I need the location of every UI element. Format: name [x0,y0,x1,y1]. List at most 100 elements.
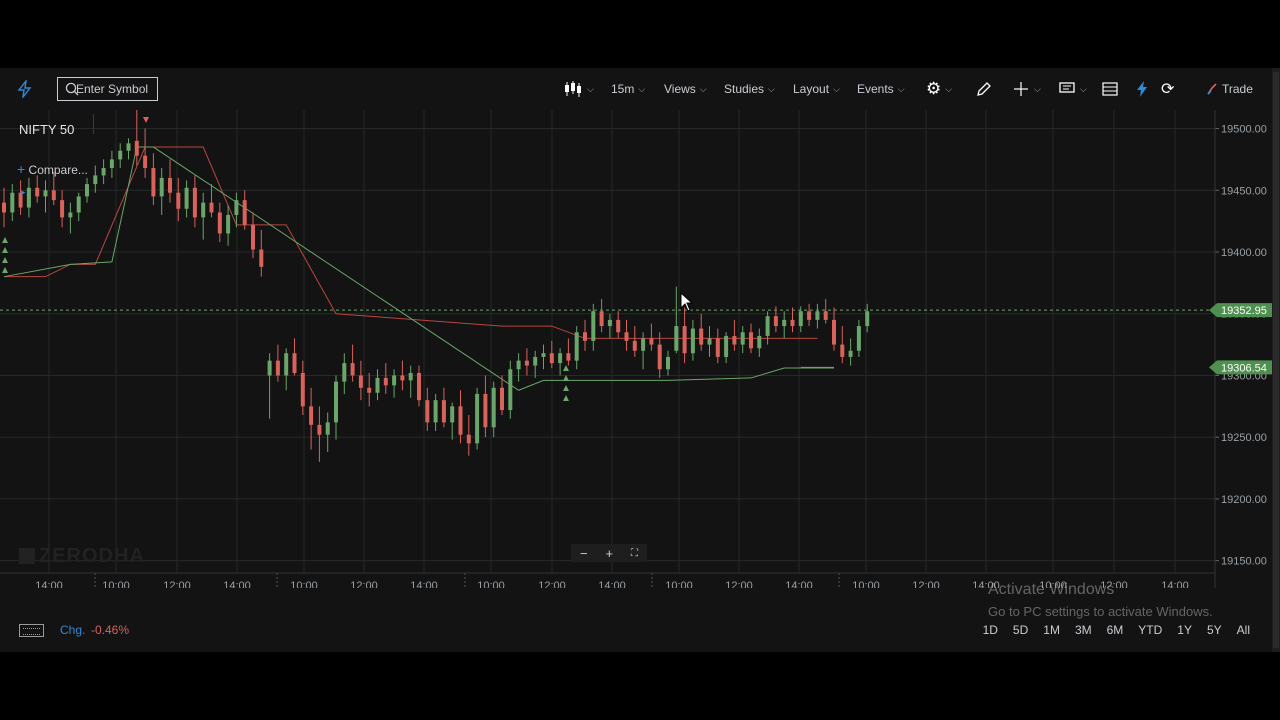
candle [549,340,554,369]
crosshair-dropdown[interactable]: ⌵ [1012,68,1041,110]
candle-body [840,344,845,357]
comment-dropdown[interactable]: ⌵ [1058,68,1087,110]
candle-body [865,311,870,327]
candle-body [51,190,56,201]
table-view-button[interactable] [1102,68,1118,110]
candle [823,298,828,324]
chart-type-dropdown[interactable]: ⌵ [563,68,594,110]
candle [433,393,438,432]
candle-body [18,192,23,208]
quick-trade-button[interactable] [1134,68,1150,110]
chevron-down-icon: ⌵ [833,83,840,94]
candle-body [433,400,438,423]
interval-dropdown[interactable]: 15m ⌵ [611,68,645,110]
range-1y[interactable]: 1Y [1177,623,1192,637]
x-tick-label: 14:00 [35,580,63,588]
candle-body [383,377,388,386]
trade-button[interactable]: Trade [1206,68,1253,110]
chevron-down-icon: ⌵ [587,83,594,94]
scrollbar[interactable] [1272,68,1280,652]
candle-body [10,192,15,213]
candle [259,229,264,277]
draw-tool[interactable] [975,68,993,110]
candle-body [649,338,654,345]
range-5d[interactable]: 5D [1012,623,1029,637]
candle [408,365,413,398]
settings-dropdown[interactable]: ⚙ ⌵ [926,68,952,110]
x-tick-label: 10:00 [477,580,505,588]
candle-body [35,187,40,197]
views-menu[interactable]: Views ⌵ [664,68,707,110]
candle-body [68,212,73,218]
candle-body [707,338,712,345]
candle [417,365,421,407]
candle-body [475,393,480,444]
candle [624,319,629,351]
candles [2,110,870,462]
buy-signal-marker [563,385,569,391]
candle [192,175,197,228]
candle [765,311,770,345]
candle [840,326,845,364]
range-1d[interactable]: 1D [982,623,998,637]
candle-body [599,311,604,327]
compare-button[interactable]: + Compare... [17,161,88,177]
search-input[interactable] [76,80,156,98]
candle-body [724,335,729,357]
events-menu[interactable]: Events ⌵ [857,68,905,110]
expand-icon[interactable]: ▸ [21,187,26,197]
watermark-logo: ZERODHA [19,545,145,568]
toolbar: ⌵ 15m⌵ Views⌵ Studies⌵ Layout⌵ Events⌵ ⚙… [0,68,1272,110]
candle-body [566,353,571,361]
candle [226,205,231,246]
buy-signal-marker [2,267,8,273]
candle-body [26,187,31,208]
studies-menu[interactable]: Studies ⌵ [724,68,775,110]
lightning-icon[interactable] [16,68,34,110]
x-tick-label: 14:00 [410,580,438,588]
buy-signal-marker [2,247,8,253]
zoom-in-button[interactable]: + [605,545,614,561]
x-tick-label: 12:00 [725,580,753,588]
price-chart[interactable]: 19500.0019450.0019400.0019350.0019300.00… [0,110,1272,588]
gear-icon: ⚙ [926,79,942,98]
zoom-out-button[interactable]: − [579,545,588,561]
candle-body [101,168,106,176]
range-5y[interactable]: 5Y [1206,623,1222,637]
buy-signal-marker [563,395,569,401]
candle [109,150,114,178]
trade-icon [1207,83,1217,95]
fullscreen-icon[interactable]: ⛶ [631,547,639,559]
candle [466,414,471,456]
range-3m[interactable]: 3M [1074,623,1092,637]
candle-body [682,326,687,354]
candle [782,311,787,339]
candle [616,311,621,339]
range-ytd[interactable]: YTD [1138,623,1163,637]
refresh-button[interactable]: ⟳ [1161,68,1174,110]
layout-menu[interactable]: Layout ⌵ [793,68,840,110]
candle [159,168,164,215]
candle [383,363,388,394]
symbol-search[interactable] [57,77,158,101]
range-6m[interactable]: 6M [1106,623,1124,637]
candle [325,412,330,453]
keyboard-icon[interactable] [19,624,44,637]
candle [51,171,56,206]
candle-body [93,175,98,185]
candle-body [450,406,455,423]
range-all[interactable]: All [1236,623,1250,637]
candle-body [417,372,421,401]
candle-body [500,387,504,411]
candle-body [209,202,214,213]
watermark-text: ZERODHA [39,545,145,567]
x-tick-label: 14:00 [223,580,251,588]
candle [375,369,380,401]
candle-body [549,353,554,364]
candle-body [715,338,720,357]
range-1m[interactable]: 1M [1043,623,1060,637]
candle [790,307,795,333]
x-tick-label: 10:00 [1039,580,1067,588]
scrollbar-thumb[interactable] [1273,72,1279,648]
candle-body [176,192,181,209]
